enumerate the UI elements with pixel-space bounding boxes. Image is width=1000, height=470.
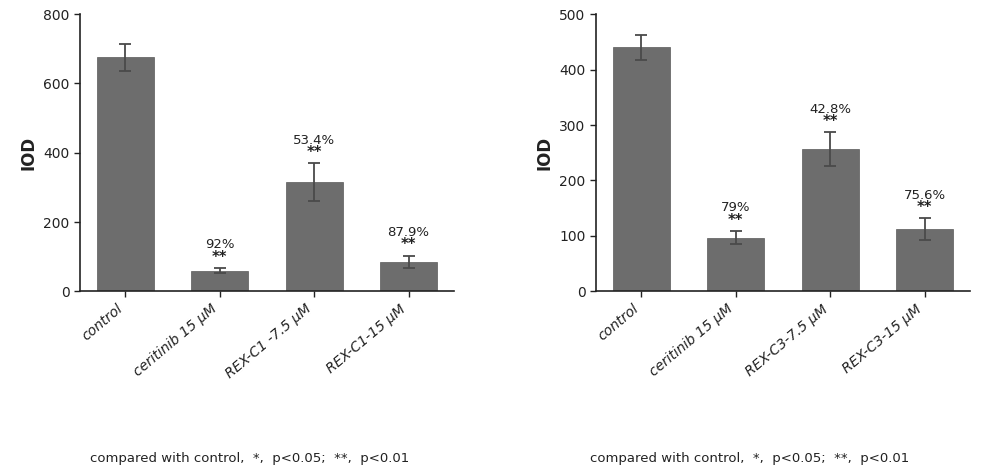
Text: **: **: [306, 145, 322, 160]
Text: 42.8%: 42.8%: [809, 102, 851, 116]
Bar: [896, 229, 953, 291]
Text: **: **: [822, 114, 838, 129]
Bar: [707, 238, 764, 291]
Text: 92%: 92%: [205, 238, 235, 251]
Text: **: **: [401, 237, 416, 252]
Y-axis label: IOD: IOD: [20, 136, 38, 170]
Bar: [191, 271, 248, 291]
Text: 53.4%: 53.4%: [293, 133, 335, 147]
Text: **: **: [728, 212, 744, 227]
Bar: [380, 262, 437, 291]
Text: **: **: [917, 200, 932, 215]
Bar: [613, 47, 670, 291]
Text: 79%: 79%: [721, 201, 751, 214]
Text: **: **: [212, 250, 228, 265]
Bar: [802, 149, 859, 291]
Text: compared with control,  *,  p<0.05;  **,  p<0.01: compared with control, *, p<0.05; **, p<…: [90, 452, 410, 465]
Y-axis label: IOD: IOD: [536, 136, 554, 170]
Text: 75.6%: 75.6%: [904, 188, 946, 202]
Bar: [97, 57, 154, 291]
Text: 87.9%: 87.9%: [388, 226, 430, 239]
Bar: [286, 182, 343, 291]
Text: compared with control,  *,  p<0.05;  **,  p<0.01: compared with control, *, p<0.05; **, p<…: [590, 452, 910, 465]
